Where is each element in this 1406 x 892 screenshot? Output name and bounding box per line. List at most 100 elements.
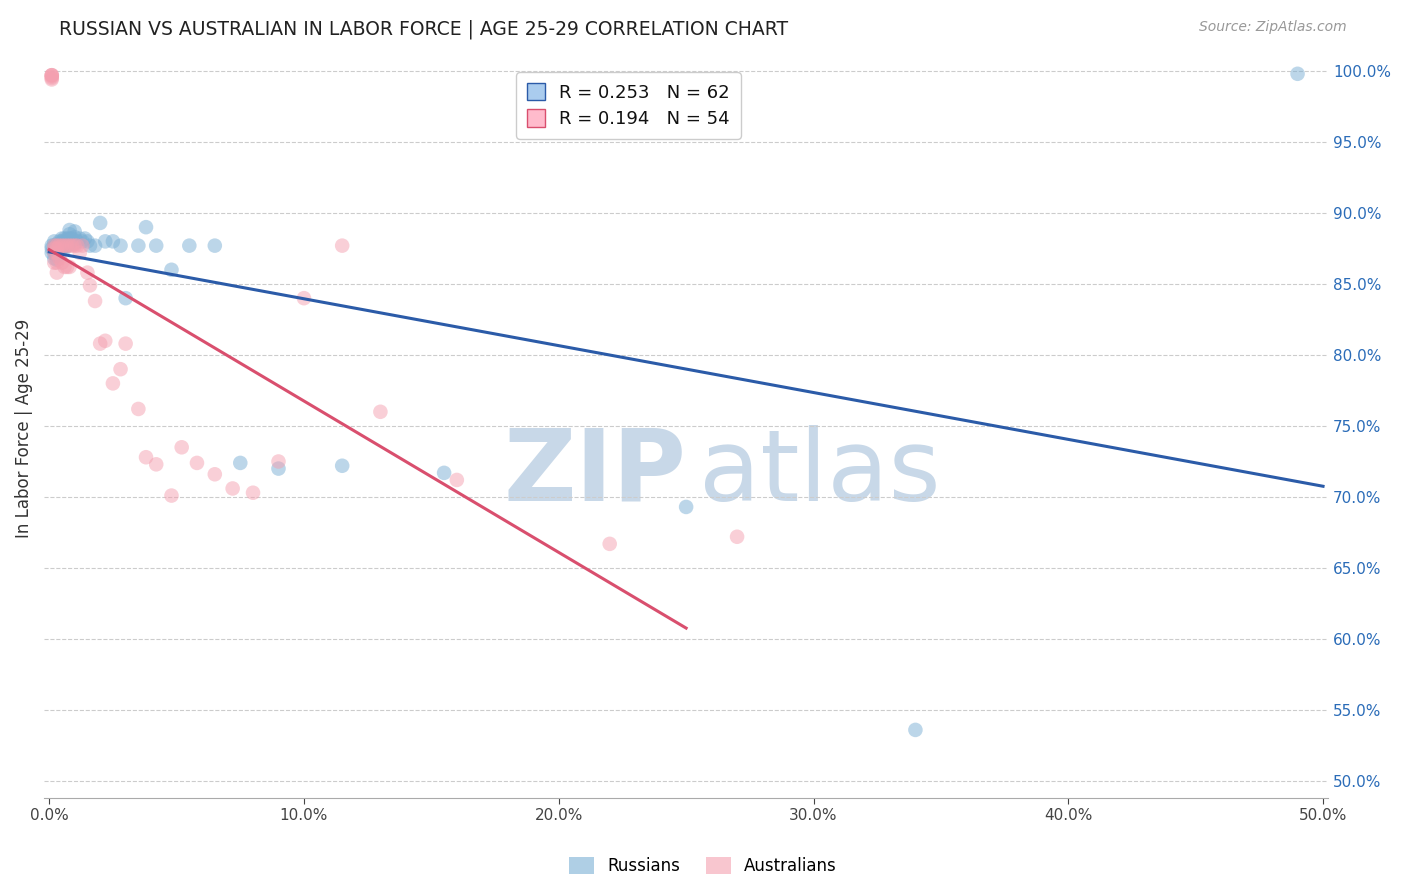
Point	[84, 293, 107, 308]
Text: RUSSIAN VS AUSTRALIAN IN LABOR FORCE | AGE 25-29 CORRELATION CHART: RUSSIAN VS AUSTRALIAN IN LABOR FORCE | A…	[59, 20, 789, 39]
Point	[127, 401, 149, 416]
Point	[41, 68, 63, 82]
Point	[48, 242, 70, 256]
Point	[41, 238, 63, 252]
Point	[56, 231, 79, 245]
Point	[53, 231, 76, 245]
Point	[48, 238, 70, 252]
Point	[101, 235, 124, 249]
Text: ZIP: ZIP	[503, 425, 686, 522]
Point	[725, 530, 748, 544]
Point	[41, 72, 63, 87]
Point	[45, 237, 67, 252]
Point	[73, 231, 96, 245]
Point	[66, 238, 89, 252]
Point	[45, 266, 67, 280]
Point	[56, 238, 79, 252]
Point	[904, 723, 927, 737]
Point	[45, 242, 67, 256]
Point	[145, 458, 167, 472]
Point	[89, 336, 111, 351]
Point	[101, 376, 124, 391]
Point	[135, 450, 157, 465]
Point	[48, 235, 70, 249]
Point	[63, 230, 86, 244]
Point	[160, 262, 183, 277]
Point	[51, 255, 73, 269]
Point	[45, 252, 67, 267]
Point	[44, 245, 66, 260]
Point	[114, 291, 136, 305]
Point	[45, 249, 67, 263]
Point	[53, 238, 76, 252]
Point	[76, 235, 98, 249]
Legend: R = 0.253   N = 62, R = 0.194   N = 54: R = 0.253 N = 62, R = 0.194 N = 54	[516, 72, 741, 139]
Point	[53, 242, 76, 256]
Point	[58, 231, 80, 245]
Point	[599, 537, 621, 551]
Point	[48, 238, 70, 252]
Point	[63, 237, 86, 252]
Text: Source: ZipAtlas.com: Source: ZipAtlas.com	[1199, 20, 1347, 34]
Point	[58, 223, 80, 237]
Point	[51, 235, 73, 249]
Point	[51, 242, 73, 256]
Point	[44, 242, 66, 256]
Point	[69, 231, 91, 245]
Point	[292, 291, 315, 305]
Point	[51, 238, 73, 252]
Point	[44, 255, 66, 269]
Legend: Russians, Australians: Russians, Australians	[562, 850, 844, 882]
Point	[41, 68, 63, 82]
Point	[186, 456, 208, 470]
Point	[41, 68, 63, 82]
Point	[45, 255, 67, 269]
Point	[135, 220, 157, 235]
Point	[66, 235, 89, 249]
Point	[41, 245, 63, 260]
Y-axis label: In Labor Force | Age 25-29: In Labor Force | Age 25-29	[15, 319, 32, 539]
Text: atlas: atlas	[699, 425, 941, 522]
Point	[56, 260, 79, 274]
Point	[58, 260, 80, 274]
Point	[44, 252, 66, 266]
Point	[48, 252, 70, 266]
Point	[60, 238, 83, 252]
Point	[53, 238, 76, 252]
Point	[110, 362, 132, 376]
Point	[72, 238, 94, 252]
Point	[145, 238, 167, 252]
Point	[110, 238, 132, 252]
Point	[675, 500, 697, 514]
Point	[94, 334, 117, 348]
Point	[45, 242, 67, 256]
Point	[41, 71, 63, 86]
Point	[44, 238, 66, 252]
Point	[63, 224, 86, 238]
Point	[44, 242, 66, 256]
Point	[60, 237, 83, 252]
Point	[89, 216, 111, 230]
Point	[56, 235, 79, 249]
Point	[179, 238, 201, 252]
Point	[370, 405, 392, 419]
Point	[446, 473, 468, 487]
Point	[45, 238, 67, 252]
Point	[69, 245, 91, 260]
Point	[53, 235, 76, 249]
Point	[60, 231, 83, 245]
Point	[79, 238, 101, 252]
Point	[204, 238, 226, 252]
Point	[1286, 67, 1309, 81]
Point	[433, 466, 456, 480]
Point	[44, 238, 66, 252]
Point	[56, 238, 79, 252]
Point	[63, 238, 86, 252]
Point	[330, 238, 353, 252]
Point	[72, 235, 94, 249]
Point	[41, 242, 63, 256]
Point	[94, 235, 117, 249]
Point	[221, 482, 243, 496]
Point	[79, 278, 101, 293]
Point	[170, 440, 193, 454]
